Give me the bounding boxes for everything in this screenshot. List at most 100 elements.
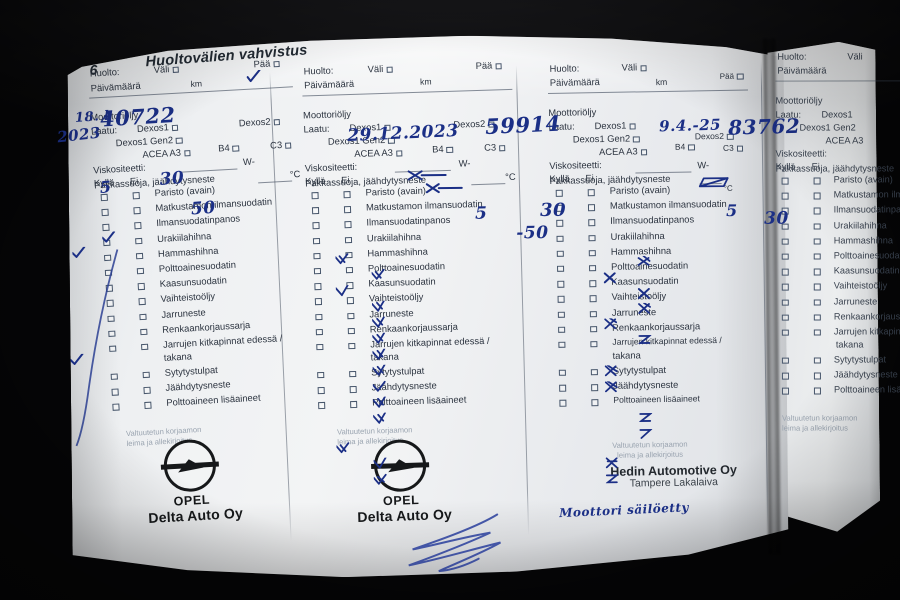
b4-checkbox-2[interactable] [446,146,454,153]
no-checkbox[interactable] [343,206,351,213]
yes-checkbox[interactable] [781,283,789,291]
yes-checkbox[interactable] [312,222,320,230]
yes-checkbox[interactable] [314,283,322,290]
checklist-row[interactable]: Vaihteistoöljy [774,281,900,296]
no-checkbox[interactable] [589,295,597,303]
yes-checkbox[interactable] [313,252,321,260]
checklist-row[interactable]: Hammashihna [774,235,900,250]
no-checkbox[interactable] [347,327,355,335]
no-checkbox[interactable] [813,238,821,245]
yes-checkbox[interactable] [781,207,789,215]
yes-checkbox[interactable] [555,189,563,197]
yes-checkbox[interactable] [781,314,789,321]
c3-checkbox-2[interactable] [499,144,506,152]
no-checkbox[interactable] [590,369,598,376]
yes-checkbox[interactable] [781,238,789,245]
no-checkbox[interactable] [588,219,595,227]
checklist-row[interactable]: Jarruneste [774,296,900,311]
no-checkbox[interactable] [813,253,821,260]
checklist-row[interactable]: Kaasunsuodatin [774,266,900,281]
no-checkbox[interactable] [590,325,597,333]
yes-checkbox[interactable] [317,387,325,394]
dexos2-checkbox-3[interactable] [726,133,734,140]
yes-checkbox[interactable] [314,298,322,306]
yes-checkbox[interactable] [559,399,566,407]
no-checkbox[interactable] [344,221,352,229]
paa-checkbox-3[interactable] [736,73,744,80]
vali-checkbox-2[interactable] [386,66,393,73]
yes-checkbox[interactable] [107,315,115,322]
yes-checkbox[interactable] [104,269,112,277]
paa-checkbox-2[interactable] [495,62,502,70]
no-checkbox[interactable] [813,299,821,306]
checklist-row[interactable]: Jarrujen kitkapinnat edessä /takana [774,326,900,354]
yes-checkbox[interactable] [317,371,324,379]
no-checkbox[interactable] [136,267,144,275]
c3-checkbox-3[interactable] [736,145,744,152]
no-checkbox[interactable] [135,252,143,260]
yes-checkbox[interactable] [101,208,109,216]
no-checkbox[interactable] [591,399,598,406]
checklist-row[interactable]: Polttoaineen lisäaineet [551,393,773,412]
dexos1gen2-checkbox-2[interactable] [388,137,395,144]
yes-checkbox[interactable] [311,192,319,199]
yes-checkbox[interactable] [556,250,564,258]
dexos2-checkbox-2[interactable] [488,120,495,128]
dexos2-checkbox-1[interactable] [273,118,281,126]
yes-checkbox[interactable] [311,207,319,214]
dexos1gen2-checkbox-1[interactable] [175,137,183,144]
yes-checkbox[interactable] [557,296,565,303]
yes-checkbox[interactable] [109,345,116,353]
paa-checkbox-1[interactable] [273,60,280,68]
no-checkbox[interactable] [587,204,595,211]
no-checkbox[interactable] [813,357,821,364]
yes-checkbox[interactable] [315,313,322,321]
no-checkbox[interactable] [588,234,596,242]
yes-checkbox[interactable] [315,328,323,336]
acea-checkbox-2[interactable] [395,149,403,157]
checklist-row[interactable]: Paristo (avain) [774,174,900,189]
no-checkbox[interactable] [142,371,150,379]
checklist-row[interactable]: Polttoaineen lisäaineet [774,385,900,400]
no-checkbox[interactable] [588,249,596,257]
no-checkbox[interactable] [813,283,821,291]
checklist-row[interactable]: Polttoainesuodatin [774,250,900,265]
yes-checkbox[interactable] [556,220,563,227]
vali-checkbox-1[interactable] [172,66,180,73]
yes-checkbox[interactable] [313,267,321,275]
no-checkbox[interactable] [813,207,821,215]
no-checkbox[interactable] [138,298,146,306]
yes-checkbox[interactable] [781,387,789,395]
yes-checkbox[interactable] [781,299,789,306]
no-checkbox[interactable] [134,222,142,230]
no-checkbox[interactable] [346,297,354,305]
yes-checkbox[interactable] [103,254,111,262]
vali-checkbox-3[interactable] [640,64,647,72]
no-checkbox[interactable] [589,265,596,272]
no-checkbox[interactable] [813,314,821,321]
yes-checkbox[interactable] [108,330,116,338]
no-checkbox[interactable] [813,192,821,200]
no-checkbox[interactable] [348,342,355,350]
checklist-row[interactable]: Jarrujen kitkapinnat edessä /takana [550,335,772,367]
no-checkbox[interactable] [589,310,597,318]
yes-checkbox[interactable] [781,253,789,261]
no-checkbox[interactable] [813,223,821,230]
checklist-row[interactable]: Sytytystulpat [774,354,900,369]
checklist-row[interactable]: Urakiilahihna [774,220,900,235]
yes-checkbox[interactable] [100,193,108,201]
no-checkbox[interactable] [345,266,353,274]
no-checkbox[interactable] [349,386,357,393]
no-checkbox[interactable] [132,192,140,199]
b4-checkbox-3[interactable] [688,143,695,151]
no-checkbox[interactable] [135,237,142,245]
checklist-row[interactable]: Renkaankorjaussarja [774,311,900,326]
no-checkbox[interactable] [139,313,147,321]
dexos1-checkbox-3[interactable] [629,122,636,130]
no-checkbox[interactable] [133,207,141,215]
yes-checkbox[interactable] [111,388,119,396]
dexos1gen2-checkbox-3[interactable] [633,135,640,143]
yes-checkbox[interactable] [557,265,564,273]
checklist-row[interactable]: Ilmansuodatinpanos [774,205,900,220]
acea-checkbox-1[interactable] [183,149,191,157]
